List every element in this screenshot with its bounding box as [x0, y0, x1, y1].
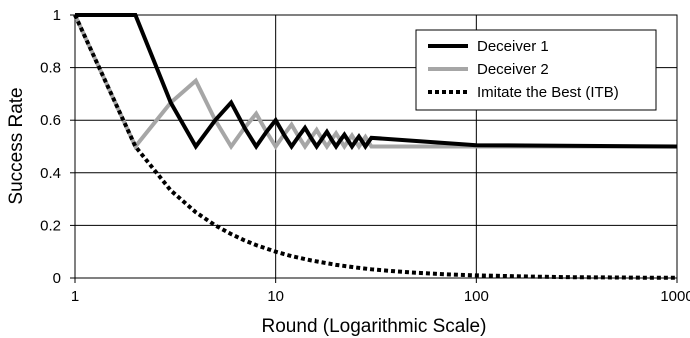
y-tick-label: 0.2 — [40, 217, 61, 234]
legend-label-3: Imitate the Best (ITB) — [477, 84, 619, 101]
x-axis-title: Round (Logarithmic Scale) — [262, 316, 487, 337]
legend-label-2: Deceiver 2 — [477, 61, 549, 78]
x-tick-label: 1000 — [660, 288, 690, 305]
y-tick-label: 0.4 — [40, 165, 61, 182]
x-tick-label: 10 — [267, 288, 284, 305]
legend-label-1: Deceiver 1 — [477, 38, 549, 55]
y-axis-ticks: 0 0.2 0.4 0.6 0.8 1 — [40, 7, 75, 287]
y-tick-label: 0.8 — [40, 60, 61, 77]
y-tick-label: 0.6 — [40, 112, 61, 129]
x-tick-label: 100 — [464, 288, 489, 305]
legend: Deceiver 1 Deceiver 2 Imitate the Best (IT… — [415, 29, 657, 111]
y-tick-label: 0 — [53, 270, 61, 287]
x-axis-ticks: 1 10 100 1000 — [71, 278, 690, 305]
series-line-3 — [73, 14, 677, 280]
y-tick-label: 1 — [53, 7, 61, 24]
y-axis-title: Success Rate — [6, 87, 27, 204]
series-line-1 — [75, 13, 678, 151]
series-lines — [73, 13, 678, 280]
x-tick-label: 1 — [71, 288, 79, 305]
